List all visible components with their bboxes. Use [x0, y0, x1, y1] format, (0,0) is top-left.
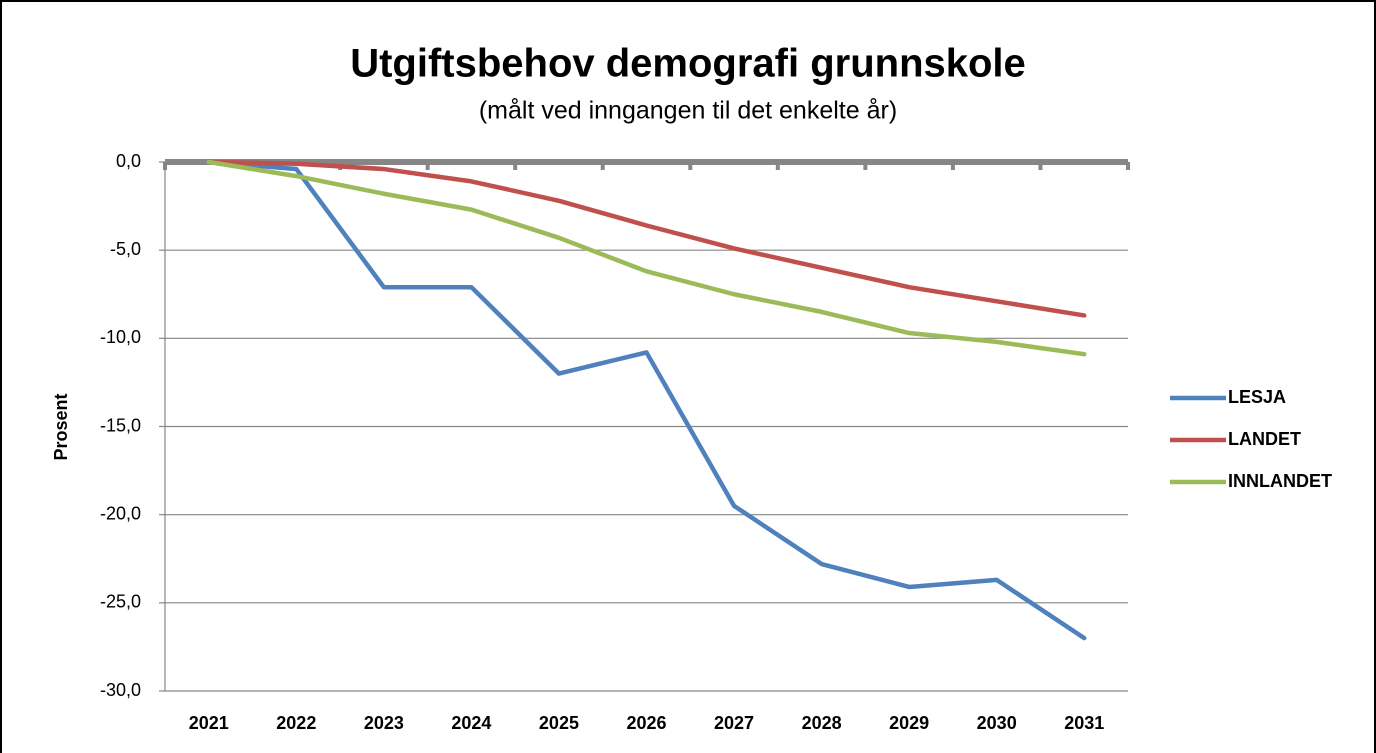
- legend-label: LESJA: [1228, 387, 1286, 407]
- y-tick-label: 0,0: [116, 151, 141, 171]
- y-tick-label: -30,0: [100, 680, 141, 700]
- y-tick-label: -5,0: [110, 239, 141, 259]
- chart-subtitle: (målt ved inngangen til det enkelte år): [479, 97, 897, 125]
- x-tick-label: 2028: [802, 713, 842, 733]
- x-tick-label: 2031: [1064, 713, 1104, 733]
- x-tick-label: 2030: [977, 713, 1017, 733]
- chart-title: Utgiftsbehov demografi grunnskole: [350, 42, 1026, 86]
- series-line: [206, 159, 1087, 318]
- x-tick-label: 2021: [189, 713, 229, 733]
- y-tick-label: -10,0: [100, 327, 141, 347]
- x-tick-label: 2025: [539, 713, 579, 733]
- legend-label: INNLANDET: [1228, 471, 1332, 491]
- series-line: [206, 159, 1087, 641]
- y-tick-label: -25,0: [100, 592, 141, 612]
- y-tick-label: -15,0: [100, 415, 141, 435]
- y-tick-label: -20,0: [100, 503, 141, 523]
- x-tick-label: 2023: [364, 713, 404, 733]
- x-tick-label: 2022: [276, 713, 316, 733]
- x-tick-label: 2029: [889, 713, 929, 733]
- x-tick-label: 2027: [714, 713, 754, 733]
- y-axis-label: Prosent: [51, 393, 71, 460]
- legend-label: LANDET: [1228, 429, 1301, 449]
- x-tick-label: 2024: [451, 713, 491, 733]
- series-line: [206, 159, 1087, 357]
- x-tick-label: 2026: [626, 713, 666, 733]
